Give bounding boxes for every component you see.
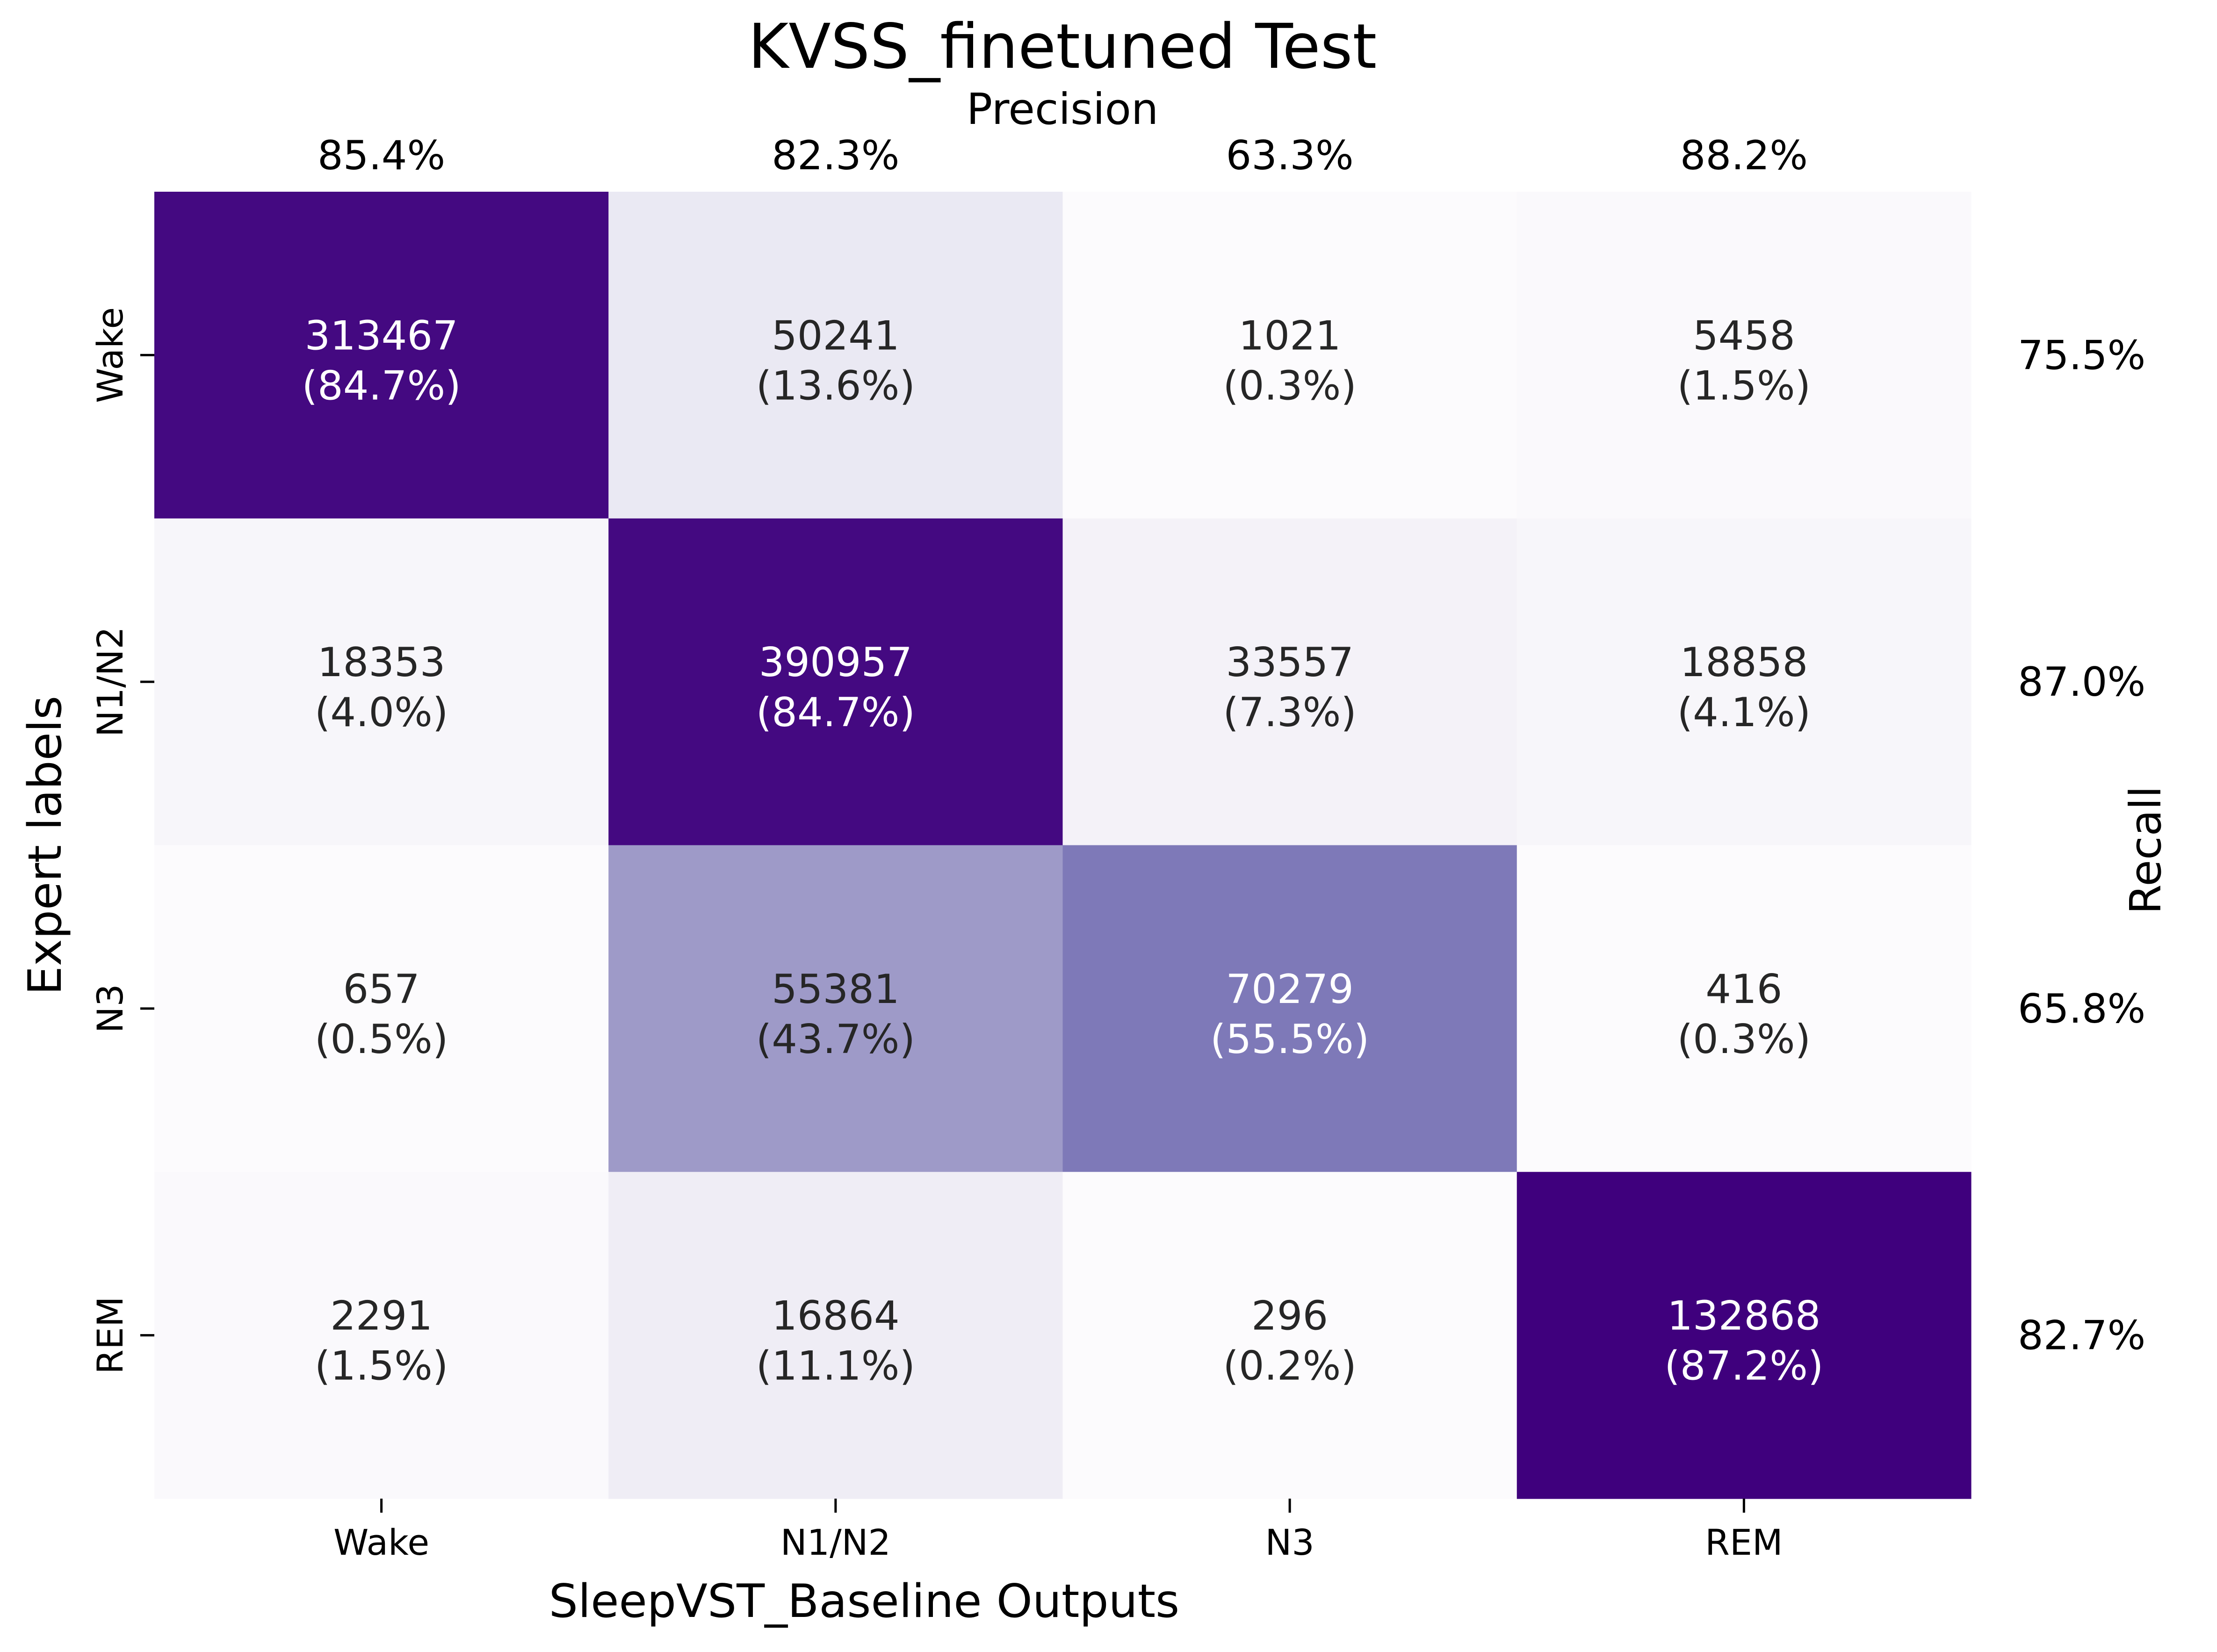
cell-count-label: 55381 (772, 966, 900, 1013)
cell-count-label: 1021 (1239, 312, 1341, 359)
precision-axis-label: Precision (967, 84, 1159, 134)
heatmap-cell (1517, 1172, 1971, 1499)
cell-percent-label: (7.3%) (1223, 689, 1357, 736)
y-axis-label: Expert labels (19, 696, 72, 995)
recall-label: 65.8% (2018, 986, 2145, 1032)
cell-percent-label: (4.1%) (1677, 689, 1811, 736)
y-tick-label: N3 (89, 984, 131, 1033)
y-tick-label: Wake (89, 307, 131, 403)
heatmap-cell (154, 1172, 609, 1499)
x-tick-label: N1/N2 (780, 1522, 891, 1563)
heatmap-cell (1517, 518, 1971, 846)
heatmap-cell (608, 845, 1063, 1172)
heatmap-cell (154, 192, 609, 519)
cell-count-label: 657 (343, 966, 420, 1013)
cell-count-label: 2291 (330, 1293, 433, 1340)
cell-percent-label: (0.5%) (315, 1016, 448, 1063)
chart-title: KVSS_finetuned Test (748, 11, 1377, 83)
cell-count-label: 313467 (304, 312, 458, 359)
x-tick-label: REM (1705, 1522, 1783, 1563)
heatmap-cell (1062, 845, 1517, 1172)
heatmap-cell (608, 518, 1063, 846)
precision-label: 85.4% (318, 132, 445, 179)
x-tick-label: Wake (333, 1522, 429, 1563)
recall-label: 82.7% (2018, 1313, 2145, 1359)
cell-count-label: 18353 (318, 639, 446, 686)
cell-percent-label: (43.7%) (756, 1016, 915, 1063)
cell-percent-label: (13.6%) (756, 362, 915, 409)
cell-percent-label: (1.5%) (315, 1343, 448, 1390)
precision-label: 63.3% (1226, 132, 1354, 179)
heatmap-cell (1062, 192, 1517, 519)
precision-label: 82.3% (772, 132, 899, 179)
x-axis-label: SleepVST_Baseline Outputs (549, 1575, 1179, 1628)
heatmap-cell (1062, 1172, 1517, 1499)
heatmap-cell (608, 1172, 1063, 1499)
cell-percent-label: (11.1%) (756, 1343, 915, 1390)
cell-count-label: 18858 (1680, 639, 1808, 686)
cell-percent-label: (0.2%) (1223, 1343, 1357, 1390)
recall-label: 87.0% (2018, 659, 2145, 706)
heatmap-cell (154, 518, 609, 846)
heatmap-cell (1517, 845, 1971, 1172)
heatmap-cells (154, 192, 1971, 1499)
cell-count-label: 132868 (1667, 1293, 1820, 1340)
heatmap-labels: 313467(84.7%)50241(13.6%)1021(0.3%)5458(… (89, 132, 2145, 1563)
cell-percent-label: (87.2%) (1664, 1343, 1823, 1390)
cell-count-label: 416 (1705, 966, 1782, 1013)
cell-percent-label: (4.0%) (315, 689, 448, 736)
cell-percent-label: (84.7%) (756, 689, 915, 736)
recall-axis-label: Recall (2121, 786, 2171, 914)
heatmap-cell (1517, 192, 1971, 519)
cell-percent-label: (84.7%) (302, 362, 461, 409)
recall-label: 75.5% (2018, 332, 2145, 379)
cell-count-label: 50241 (772, 312, 900, 359)
precision-label: 88.2% (1680, 132, 1808, 179)
cell-count-label: 5458 (1693, 312, 1795, 359)
cell-percent-label: (55.5%) (1210, 1016, 1369, 1063)
heatmap-cell (154, 845, 609, 1172)
x-tick-label: N3 (1265, 1522, 1314, 1563)
heatmap-cell (608, 192, 1063, 519)
cell-count-label: 33557 (1226, 639, 1354, 686)
cell-percent-label: (0.3%) (1223, 362, 1357, 409)
cell-count-label: 296 (1251, 1293, 1328, 1340)
heatmap-cell (1062, 518, 1517, 846)
cell-percent-label: (1.5%) (1677, 362, 1811, 409)
cell-count-label: 70279 (1226, 966, 1354, 1013)
cell-count-label: 16864 (772, 1293, 900, 1340)
cell-count-label: 390957 (759, 639, 912, 686)
y-tick-label: REM (89, 1296, 131, 1374)
y-tick-label: N1/N2 (89, 627, 131, 737)
cell-percent-label: (0.3%) (1677, 1016, 1811, 1063)
